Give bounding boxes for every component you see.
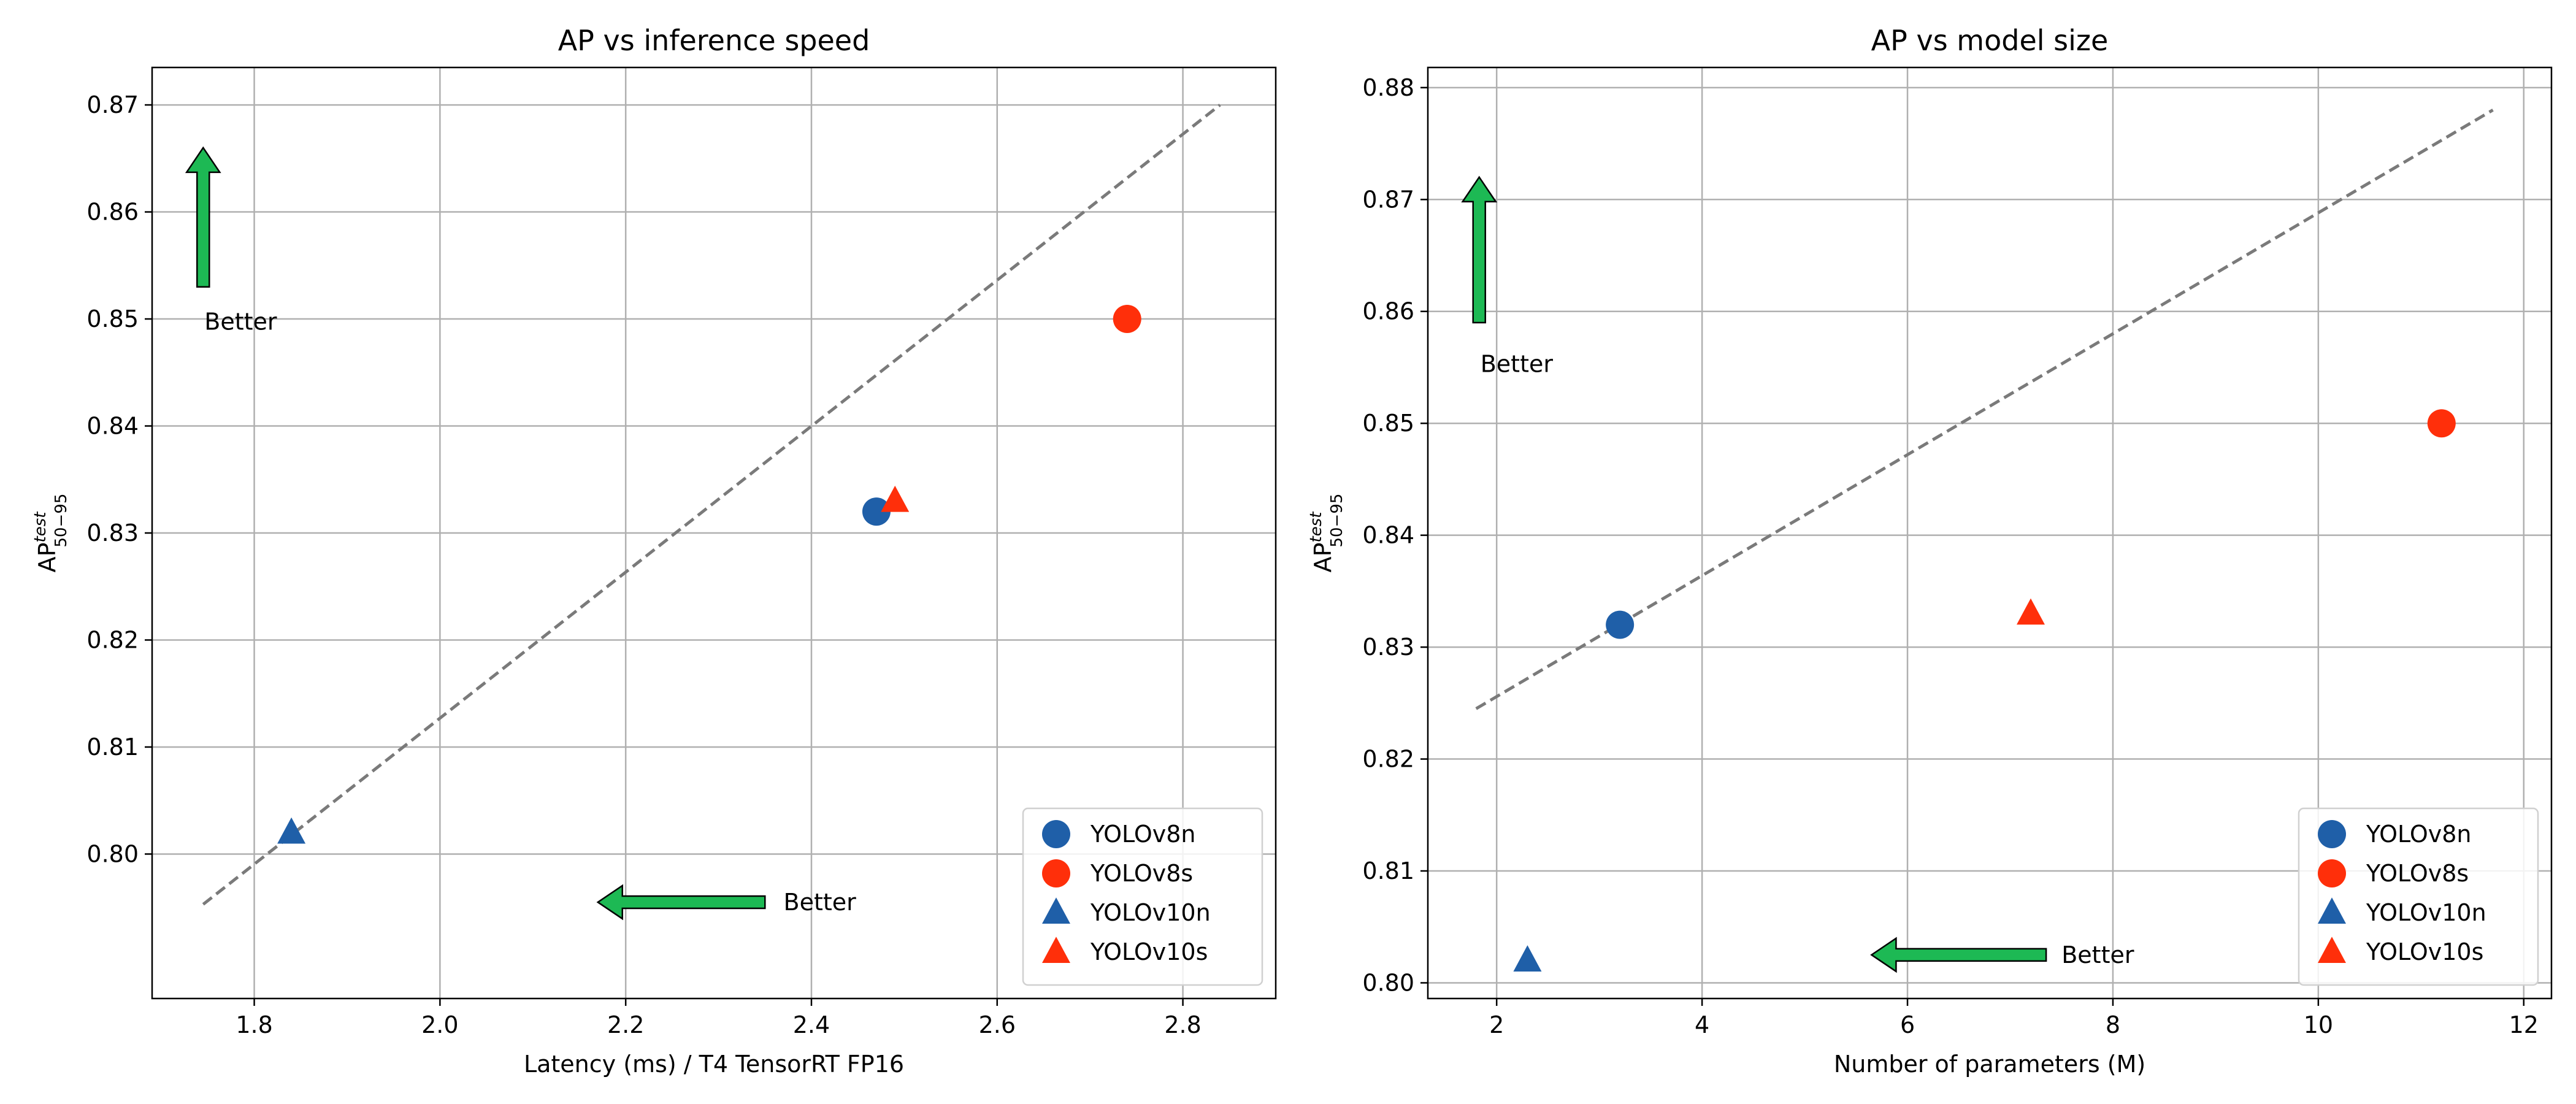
better-label-up: Better (204, 308, 277, 335)
legend-label-yolov10s: YOLOv10s (1090, 938, 1208, 965)
legend-box (1022, 807, 1263, 986)
y-tick-label: 0.80 (1362, 969, 1414, 996)
x-tick-label: 12 (2509, 1011, 2539, 1038)
x-tick-label: 2.6 (979, 1011, 1016, 1038)
chart-ap-vs-inference-speed: 1.8 2.0 2.2 2.4 2.6 2.8 0.80 0.81 0.82 0.83 0.84 0.… (31, 24, 1277, 1078)
x-tick-label: 8 (2106, 1011, 2120, 1038)
x-tick-label: 2.8 (1164, 1011, 1201, 1038)
x-tick-label: 10 (2304, 1011, 2333, 1038)
legend-marker-yolov8n (1042, 820, 1070, 848)
point-yolov10s (2016, 598, 2045, 625)
point-yolov8s (2427, 409, 2456, 438)
legend-marker-yolov10s (2318, 937, 2346, 963)
axes-frame (151, 66, 1277, 1000)
better-label-left: Better (2061, 941, 2134, 968)
legend: YOLOv8n YOLOv8s YOLOv10n YOLOv10s (1022, 807, 1263, 986)
legend-label-yolov10s: YOLOv10s (2366, 938, 2483, 965)
legend-label-yolov10n: YOLOv10n (2366, 899, 2486, 926)
legend-label-yolov8n: YOLOv8n (1090, 821, 1196, 848)
point-yolov10n (277, 817, 306, 844)
chart-title: AP vs model size (1871, 24, 2109, 57)
point-yolov10s (881, 485, 910, 512)
x-tick-label: 2.0 (421, 1011, 458, 1038)
chart-ap-vs-model-size: 2 4 6 8 10 12 0.80 0.81 0.82 0.83 0.84 0.85 0.86 0.87… (1307, 24, 2553, 1078)
y-tick-label: 0.81 (1362, 857, 1414, 884)
better-arrow-left (596, 884, 766, 921)
better-arrow-up (185, 146, 221, 288)
legend-marker-yolov10n (1042, 897, 1070, 924)
x-tick-label: 4 (1695, 1011, 1709, 1038)
x-tick-label: 6 (1900, 1011, 1915, 1038)
y-tick-label: 0.85 (1362, 410, 1414, 437)
y-tick-label: 0.87 (86, 91, 139, 118)
chart-title: AP vs inference speed (558, 24, 870, 57)
x-tick-label: 1.8 (236, 1011, 272, 1038)
y-axis-label: APtest 50−95 (31, 494, 71, 573)
legend-marker-yolov8n (2318, 820, 2346, 848)
y-tick-label: 0.84 (86, 413, 139, 440)
point-yolov10n (1513, 945, 1542, 972)
y-tick-label: 0.88 (1362, 74, 1414, 101)
x-tick-label: 2.2 (607, 1011, 644, 1038)
trend-line (1475, 109, 2494, 710)
legend-label-yolov10n: YOLOv10n (1090, 899, 1211, 926)
better-label-up: Better (1481, 351, 1554, 378)
legend: YOLOv8n YOLOv8s YOLOv10n YOLOv10s (2298, 807, 2539, 986)
y-tick-label: 0.85 (86, 305, 139, 332)
y-tick-label: 0.82 (86, 626, 139, 653)
y-tick-label: 0.86 (1362, 298, 1414, 325)
x-tick-label: 2 (1489, 1011, 1504, 1038)
y-axis-label: APtest 50−95 (1307, 494, 1346, 573)
legend-marker-yolov10n (2318, 897, 2346, 924)
legend-label-yolov8s: YOLOv8s (1090, 860, 1193, 887)
y-tick-label: 0.81 (86, 734, 139, 761)
y-tick-label: 0.83 (1362, 634, 1414, 661)
legend-label-yolov8s: YOLOv8s (2366, 860, 2469, 887)
better-arrow-up (1461, 175, 1498, 324)
legend-marker-yolov10s (1042, 937, 1070, 963)
point-yolov8n (862, 497, 891, 526)
trend-line (202, 104, 1221, 906)
x-axis-label: Number of parameters (M) (1834, 1051, 2145, 1078)
legend-marker-yolov8s (2318, 859, 2346, 887)
y-tick-label: 0.87 (1362, 186, 1414, 213)
y-tick-label: 0.86 (86, 199, 139, 226)
y-tick-label: 0.82 (1362, 746, 1414, 773)
point-yolov8n (1606, 610, 1635, 639)
legend-marker-yolov8s (1042, 859, 1070, 887)
better-label-left: Better (784, 889, 857, 916)
y-tick-label: 0.80 (86, 840, 139, 867)
better-arrow-left (1870, 937, 2047, 973)
y-tick-label: 0.84 (1362, 522, 1414, 549)
axes-frame (1427, 66, 2553, 1000)
x-tick-label: 2.4 (793, 1011, 830, 1038)
point-yolov8s (1113, 305, 1141, 334)
legend-label-yolov8n: YOLOv8n (2366, 821, 2472, 848)
x-axis-label: Latency (ms) / T4 TensorRT FP16 (524, 1051, 904, 1078)
legend-box (2298, 807, 2539, 986)
y-tick-label: 0.83 (86, 519, 139, 546)
